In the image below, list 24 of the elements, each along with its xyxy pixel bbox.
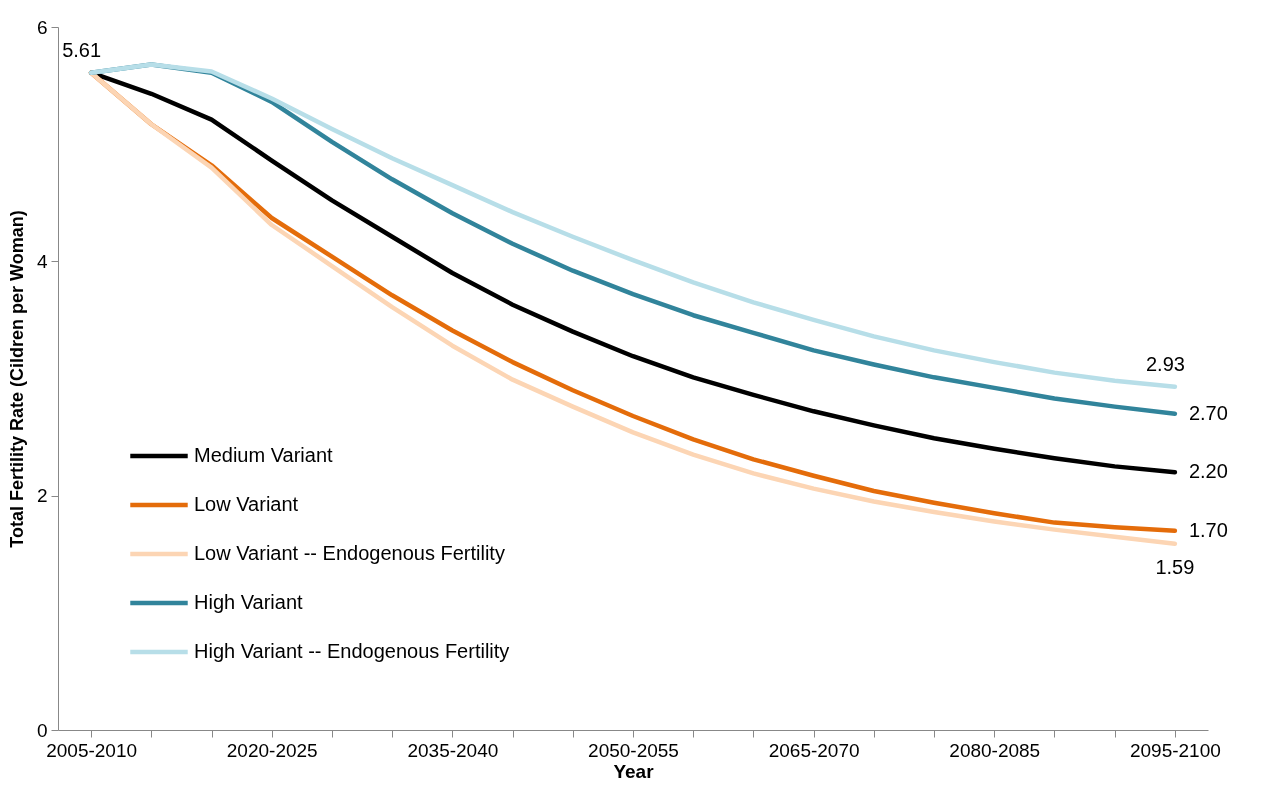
legend-label: High Variant -- Endogenous Fertility	[194, 640, 510, 662]
data-label: 2.70	[1188, 401, 1228, 424]
x-tick-label: 2035-2040	[407, 739, 499, 761]
x-tick-label: 2050-2055	[588, 739, 679, 761]
data-label: 1.59	[1155, 555, 1195, 578]
legend-label: High Variant	[194, 591, 304, 613]
y-tick-label: 6	[36, 16, 48, 38]
x-tick-label: 2080-2085	[949, 739, 1041, 761]
legend-label: Low Variant -- Endogenous Fertility	[194, 542, 505, 564]
y-tick-label: 0	[36, 719, 48, 741]
data-label: 2.93	[1145, 352, 1185, 375]
legend-label: Low Variant	[194, 493, 299, 515]
y-tick-label: 4	[36, 250, 48, 272]
x-tick-label: 2005-2010	[46, 739, 138, 761]
data-label: 5.61	[62, 38, 102, 61]
data-label: 2.20	[1188, 460, 1228, 483]
x-tick-label: 2065-2070	[768, 739, 860, 761]
data-label: 1.70	[1188, 518, 1228, 541]
x-axis-title: Year	[613, 760, 655, 782]
legend-label: Medium Variant	[194, 444, 334, 466]
y-axis-title: Total Fertility Rate (Cildren per Woman)	[6, 210, 27, 548]
y-tick-label: 2	[36, 485, 48, 507]
x-tick-label: 2020-2025	[226, 739, 318, 761]
x-tick-label: 2095-2100	[1129, 739, 1221, 761]
